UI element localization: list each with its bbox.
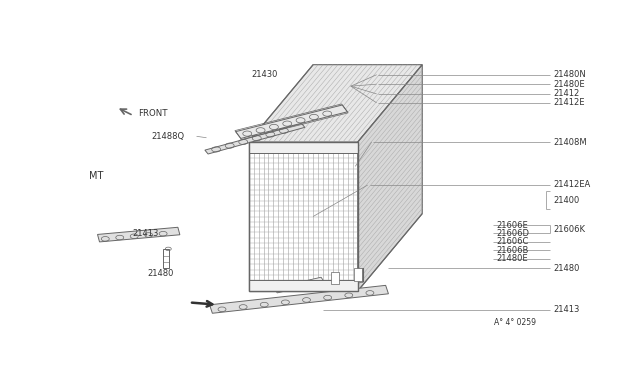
Text: 21413: 21413 [132, 229, 159, 238]
Text: 21400: 21400 [554, 196, 580, 205]
Text: 21480N: 21480N [554, 70, 586, 79]
Text: 21606K: 21606K [554, 225, 586, 234]
Text: 21488Q: 21488Q [151, 132, 184, 141]
Text: 21408M: 21408M [554, 138, 588, 147]
Polygon shape [358, 65, 422, 291]
Polygon shape [354, 268, 362, 281]
Text: 21606D: 21606D [497, 229, 530, 238]
Polygon shape [332, 272, 339, 284]
Text: 21412: 21412 [554, 89, 580, 99]
Text: 21430: 21430 [251, 70, 278, 79]
Text: 21606C: 21606C [497, 237, 529, 246]
Polygon shape [249, 142, 358, 154]
Polygon shape [249, 279, 358, 291]
Polygon shape [236, 105, 348, 138]
Polygon shape [205, 124, 305, 154]
Text: FRONT: FRONT [138, 109, 168, 118]
Text: 21606E: 21606E [497, 221, 529, 230]
Text: 21480: 21480 [147, 269, 173, 278]
Text: A° 4° 0259: A° 4° 0259 [494, 318, 536, 327]
Text: 21413: 21413 [554, 305, 580, 314]
Text: 21606B: 21606B [497, 246, 529, 254]
Polygon shape [97, 227, 180, 242]
Text: 21480: 21480 [554, 264, 580, 273]
Text: 21480E: 21480E [497, 254, 528, 263]
Polygon shape [274, 277, 324, 293]
Text: 21480E: 21480E [554, 80, 586, 89]
Text: MT: MT [89, 171, 103, 182]
Polygon shape [163, 250, 169, 268]
Polygon shape [209, 285, 388, 313]
Polygon shape [249, 65, 422, 142]
Text: 21412EA: 21412EA [554, 180, 591, 189]
Text: 21412E: 21412E [554, 98, 585, 107]
